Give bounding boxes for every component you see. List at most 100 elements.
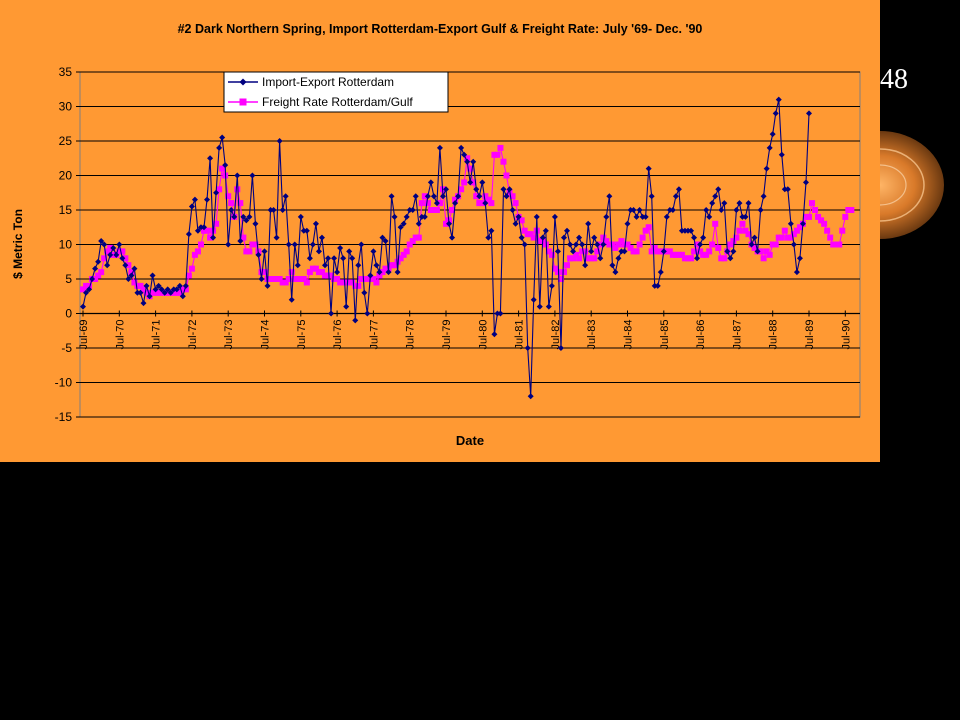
freight-point <box>527 231 534 238</box>
freight-point <box>285 276 292 282</box>
import-point <box>394 269 401 276</box>
import-point <box>639 213 646 220</box>
x-tick-label: Jul-80 <box>477 320 489 350</box>
freight-point <box>412 234 419 241</box>
import-point <box>213 189 220 196</box>
freight-point <box>294 276 301 282</box>
freight-point <box>742 227 749 234</box>
import-point <box>412 193 419 200</box>
freight-point <box>784 234 791 241</box>
x-tick-label: Jul-69 <box>78 320 90 350</box>
freight-point <box>554 269 561 276</box>
import-point <box>660 248 667 255</box>
import-point <box>182 282 189 289</box>
import-point <box>585 220 592 227</box>
import-point <box>748 241 755 248</box>
freight-point <box>588 255 595 262</box>
import-point <box>491 331 498 338</box>
freight-point <box>427 207 434 213</box>
import-point <box>799 220 806 227</box>
import-point <box>170 286 177 293</box>
freight-point <box>276 276 283 282</box>
x-tick-label: Jul-75 <box>296 320 308 350</box>
import-point <box>727 255 734 262</box>
slide-number: 48 <box>880 64 908 95</box>
freight-point <box>473 193 480 200</box>
freight-point <box>137 282 144 289</box>
legend-freight-marker <box>239 98 247 106</box>
import-point <box>243 217 250 224</box>
import-point <box>125 276 132 282</box>
x-axis-label: Date <box>456 433 484 448</box>
import-point <box>328 310 335 317</box>
freight-point <box>418 200 425 207</box>
import-point <box>751 234 758 241</box>
freight-point <box>730 238 737 245</box>
import-point <box>494 310 501 317</box>
freight-point <box>654 248 661 255</box>
import-point <box>349 255 356 262</box>
import-point <box>509 207 516 213</box>
import-point <box>210 234 217 241</box>
import-point <box>427 179 434 186</box>
x-tick-label: Jul-71 <box>151 320 163 350</box>
import-point <box>763 165 770 172</box>
freight-point <box>545 248 552 255</box>
freight-point <box>488 200 495 207</box>
import-point <box>155 282 162 289</box>
import-point <box>579 241 586 248</box>
freight-point <box>570 255 577 262</box>
import-point <box>185 231 192 238</box>
import-point <box>92 265 99 272</box>
import-point <box>657 269 664 276</box>
import-point <box>297 213 304 220</box>
import-point <box>279 207 286 213</box>
import-point <box>418 213 425 220</box>
freight-point <box>727 241 734 248</box>
freight-point <box>757 248 764 255</box>
import-point <box>113 251 120 258</box>
freight-point <box>703 251 710 258</box>
freight-point <box>606 241 613 248</box>
freight-point <box>382 265 389 272</box>
chart-panel: #2 Dark Northern Spring, Import Rotterda… <box>0 0 880 462</box>
import-point <box>455 193 462 200</box>
series-import-export <box>80 96 812 400</box>
freight-point <box>806 213 812 220</box>
import-point <box>228 207 235 213</box>
y-tick-label: 5 <box>65 272 72 286</box>
freight-point <box>721 255 728 262</box>
import-point <box>424 193 431 200</box>
freight-point <box>651 244 658 251</box>
import-point <box>476 193 483 200</box>
freight-point <box>458 186 465 193</box>
freight-point <box>567 255 574 262</box>
freight-point <box>576 255 583 262</box>
freight-point <box>370 276 377 282</box>
import-point <box>754 248 761 255</box>
freight-point <box>207 234 214 241</box>
import-point <box>285 241 292 248</box>
import-point <box>146 293 153 300</box>
x-tick-label: Jul-85 <box>659 320 671 350</box>
x-tick-label: Jul-82 <box>550 320 562 350</box>
freight-point <box>688 255 695 262</box>
freight-point <box>376 272 383 279</box>
freight-point <box>464 155 471 162</box>
import-point <box>231 213 238 220</box>
import-point <box>267 207 274 213</box>
import-point <box>173 286 180 293</box>
import-point <box>449 234 456 241</box>
import-point <box>406 207 413 213</box>
import-point <box>588 248 595 255</box>
freight-point <box>291 276 298 282</box>
freight-point <box>116 248 123 255</box>
import-point <box>246 213 253 220</box>
freight-point <box>337 279 344 286</box>
x-tick-label: Jul-78 <box>405 320 417 350</box>
freight-point <box>101 255 108 262</box>
x-tick-label: Jul-90 <box>840 320 852 350</box>
freight-point <box>476 200 483 207</box>
freight-point <box>309 265 316 272</box>
freight-point <box>185 272 192 279</box>
